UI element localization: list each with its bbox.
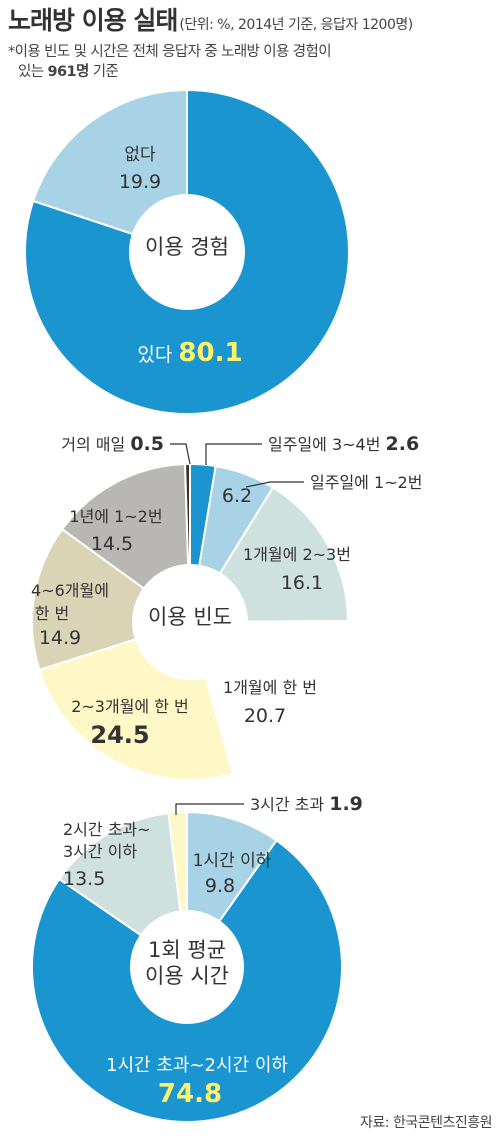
- slice-value-no: 19.9: [119, 171, 161, 193]
- footnote-bold: 961명: [47, 64, 90, 80]
- slice-value-monthly: 20.7: [244, 705, 286, 727]
- slice-value-2-3-months: 24.5: [90, 721, 149, 749]
- leader-line: [175, 803, 244, 815]
- slice-label-2-3-months: 2~3개월에 한 번: [71, 697, 189, 716]
- chart-subtitle: (단위: %, 2014년 기준, 응답자 1200명): [179, 17, 413, 33]
- slice-value-2-3-monthly: 16.1: [281, 572, 323, 594]
- slice-label-monthly: 1개월에 한 번: [223, 678, 317, 697]
- pie-outline: [24, 89, 350, 415]
- pie-center-hole: [132, 564, 248, 680]
- pie-chart-1: 이용 경험 없다 19.9 있다 80.1: [24, 88, 351, 415]
- pie-chart-2: 이용 빈도 일주일에 3~4번 2.6 일주일에 1~2번 6.2 거의 매일 0.5 1…: [31, 433, 422, 781]
- source-credit: 자료: 한국콘텐츠진흥원: [360, 1115, 492, 1131]
- slice-value-4-6-months: 14.9: [39, 627, 81, 649]
- pie-center-hole: [129, 194, 245, 310]
- slice-label-2-3h-2: 3시간 이하: [63, 842, 137, 861]
- slice-label-yearly: 1년에 1~2번: [69, 507, 162, 526]
- pie-center-title: 1회 평균: [148, 938, 226, 962]
- slice-label-4-6-months-2: 한 번: [35, 604, 70, 623]
- slice-label-yes: 있다 80.1: [137, 338, 242, 368]
- slice-value-1-2h: 74.8: [158, 1079, 222, 1109]
- pie-outline: [31, 811, 343, 1123]
- title-line: 노래방 이용 실태 (단위: %, 2014년 기준, 응답자 1200명): [8, 4, 496, 42]
- slice-label-1-2-weekly: 일주일에 1~2번: [310, 473, 422, 492]
- slice-label-daily: 거의 매일 0.5: [61, 433, 164, 455]
- pie-center-title: 이용 시간: [145, 964, 229, 988]
- footnote-pre: 있는: [18, 64, 48, 80]
- leader-line: [245, 481, 304, 488]
- footnote-line-2: 있는 961명 기준: [8, 62, 496, 82]
- slice-label-2-3h: 2시간 초과~: [63, 820, 151, 839]
- slice-label-over-3h: 3시간 초과 1.9: [250, 793, 363, 815]
- slice-value-yearly: 14.5: [91, 533, 133, 555]
- header: 노래방 이용 실태 (단위: %, 2014년 기준, 응답자 1200명) *이…: [8, 4, 496, 82]
- footnote-line-1: *이용 빈도 및 시간은 전체 응답자 중 노래방 이용 경험이: [8, 44, 332, 60]
- slice-label-under-1h: 1시간 이하: [193, 851, 272, 871]
- chart-title: 노래방 이용 실태: [8, 6, 178, 35]
- footnote-post: 기준: [88, 64, 119, 80]
- pie-center-title: 이용 경험: [145, 235, 229, 259]
- slice-label-no: 없다: [124, 145, 156, 165]
- slice-label-1-2h: 1시간 초과~2시간 이하: [106, 1055, 288, 1076]
- slice-label-4-6-months: 4~6개월에: [31, 581, 109, 600]
- slice-value-under-1h: 9.8: [205, 875, 235, 897]
- pie-center-title: 이용 빈도: [148, 605, 232, 629]
- slice-label-2-3-monthly: 1개월에 2~3번: [243, 545, 351, 564]
- slice-value-2-3h: 13.5: [63, 868, 105, 890]
- pie-center-hole: [130, 910, 244, 1024]
- leader-line: [170, 443, 191, 465]
- slice-value-1-2-weekly: 6.2: [222, 485, 252, 507]
- slice-label-3-4-weekly: 일주일에 3~4번 2.6: [268, 433, 419, 455]
- leader-line: [205, 443, 262, 465]
